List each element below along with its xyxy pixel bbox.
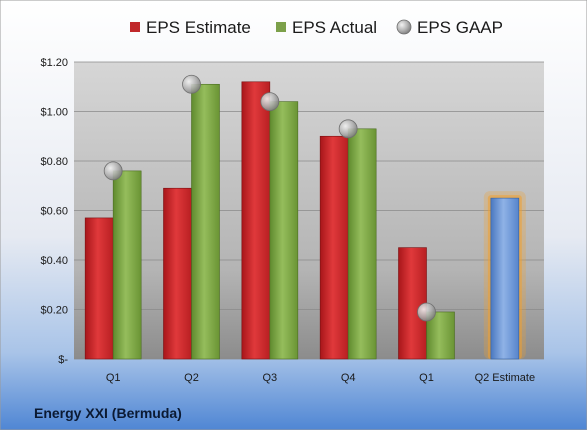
bar-eps-estimate	[163, 187, 192, 360]
marker-eps-gaap	[338, 119, 358, 139]
bar-eps-actual	[347, 128, 377, 360]
company-name: Energy XXI (Bermuda)	[34, 405, 182, 421]
marker-eps-gaap	[260, 92, 280, 111]
bar-eps-estimate	[398, 247, 427, 360]
y-tick-label: $0.20	[40, 305, 68, 317]
y-tick-label: $0.60	[40, 206, 68, 218]
y-tick-label: $-	[58, 354, 68, 366]
x-tick-label: Q1	[419, 372, 434, 384]
legend-label-actual: EPS Actual	[292, 18, 377, 37]
y-tick-label: $1.00	[40, 107, 68, 119]
x-tick-label: Q2 Estimate	[475, 372, 536, 384]
bar-eps-estimate	[84, 217, 114, 360]
bars	[84, 81, 520, 360]
x-axis-tick-labels: Q1 Q2 Q3 Q4 Q1 Q2 Estimate	[106, 372, 535, 384]
marker-eps-gaap	[417, 302, 436, 322]
marker-eps-gaap	[103, 161, 123, 181]
gridlines	[74, 61, 544, 360]
bar-eps-actual	[112, 170, 142, 360]
legend-marker-gaap	[396, 19, 412, 35]
legend-swatch-estimate	[130, 22, 140, 32]
legend-label-gaap: EPS GAAP	[417, 18, 503, 37]
legend-item-actual: EPS Actual	[276, 18, 377, 37]
x-tick-label: Q2	[184, 372, 199, 384]
bar-eps-estimate-next	[490, 197, 520, 360]
bar-eps-estimate	[319, 135, 349, 360]
x-tick-label: Q4	[341, 372, 356, 384]
legend-label-estimate: EPS Estimate	[146, 18, 251, 37]
y-axis-tick-labels: $- $0.20 $0.40 $0.60 $0.80 $1.00 $1.20	[40, 57, 68, 366]
bar-eps-actual	[191, 83, 220, 360]
bar-eps-estimate	[241, 81, 271, 360]
x-tick-label: Q1	[106, 372, 121, 384]
legend-item-gaap: EPS GAAP	[396, 18, 503, 37]
y-tick-label: $0.40	[40, 255, 68, 267]
y-tick-label: $1.20	[40, 57, 68, 69]
legend: EPS Estimate EPS Actual EPS GAAP	[130, 18, 503, 37]
legend-swatch-actual	[276, 22, 286, 32]
bar-eps-actual	[269, 101, 299, 360]
y-tick-label: $0.80	[40, 156, 68, 168]
gaap-markers	[103, 74, 436, 322]
legend-item-estimate: EPS Estimate	[130, 18, 251, 37]
x-tick-label: Q3	[262, 372, 277, 384]
marker-eps-gaap	[182, 74, 201, 94]
